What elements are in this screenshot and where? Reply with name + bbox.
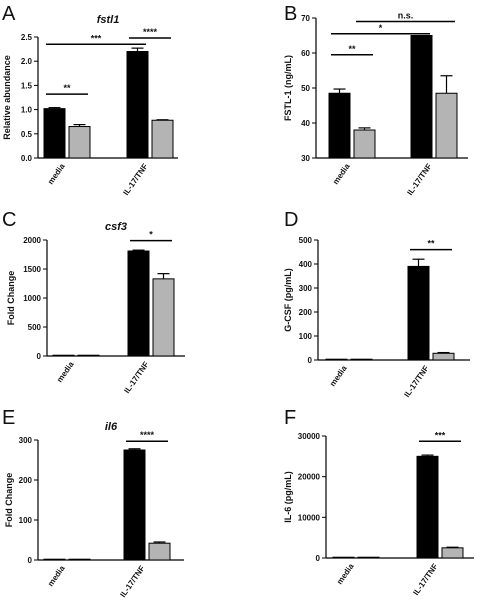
y-tick-label: 1000 xyxy=(23,294,41,303)
significance-label: n.s. xyxy=(398,11,414,21)
y-tick-label: 70 xyxy=(301,14,310,23)
y-tick-label: 0 xyxy=(28,556,33,565)
bar xyxy=(432,352,455,361)
y-tick-label: 400 xyxy=(299,260,313,269)
panel-letter: C xyxy=(2,209,16,231)
panel-letter: B xyxy=(284,3,297,25)
y-tick-label: 500 xyxy=(28,323,42,332)
x-tick-label: IL-17/TNF xyxy=(121,162,149,197)
bar xyxy=(148,542,171,561)
significance-label: * xyxy=(379,23,383,33)
y-tick-label: 1500 xyxy=(23,265,41,274)
x-tick-label: IL-17/TNF xyxy=(411,562,439,597)
y-tick-label: 100 xyxy=(299,332,313,341)
y-axis-label: Relative abundance xyxy=(2,55,12,140)
panel-d: D G-CSF (pg/mL) 0 100 200 300 400 500 media IL-17… xyxy=(283,209,470,399)
significance-label: *** xyxy=(435,430,446,440)
bar xyxy=(332,556,355,559)
y-tick-label: 0.0 xyxy=(21,154,33,163)
bar xyxy=(410,35,433,159)
bar xyxy=(416,455,439,559)
y-tick-label: 0 xyxy=(316,554,321,563)
bar xyxy=(68,558,91,561)
panel-letter: E xyxy=(2,407,15,429)
y-tick-label: 0 xyxy=(308,356,313,365)
significance-label: ** xyxy=(348,44,356,54)
y-tick-label: 100 xyxy=(19,516,33,525)
y-tick-label: 1.0 xyxy=(21,106,33,115)
panel-f: F IL-6 (pg/mL) 0 10000 20000 30000 media IL-17/… xyxy=(283,407,474,597)
y-tick-label: 300 xyxy=(19,436,33,445)
x-tick-label: IL-17/TNF xyxy=(402,364,430,399)
bar xyxy=(68,126,91,159)
significance-label: *** xyxy=(91,33,102,43)
y-tick-label: 20000 xyxy=(298,473,321,482)
bar xyxy=(353,129,376,159)
y-tick-label: 2.0 xyxy=(21,57,33,66)
y-tick-label: 60 xyxy=(301,49,310,58)
bar xyxy=(126,51,149,159)
panel-letter: F xyxy=(284,407,296,429)
x-tick-label: IL-17/TNF xyxy=(405,162,433,197)
bar xyxy=(441,547,464,559)
bar xyxy=(407,265,430,361)
y-tick-label: 0.5 xyxy=(21,130,33,139)
panel-letter: A xyxy=(2,3,16,25)
y-tick-label: 1.5 xyxy=(21,81,33,90)
bar xyxy=(127,250,150,357)
bar xyxy=(325,358,348,361)
bar xyxy=(151,119,174,159)
significance-label: * xyxy=(149,230,153,240)
y-tick-label: 2.5 xyxy=(21,33,33,42)
bar xyxy=(328,92,351,159)
y-axis-label: Fold Change xyxy=(4,473,14,528)
x-tick-label: media xyxy=(55,360,76,385)
y-axis-label: IL-6 (pg/mL) xyxy=(283,471,293,523)
y-tick-label: 40 xyxy=(301,119,310,128)
y-tick-label: 10000 xyxy=(298,513,321,522)
y-tick-label: 200 xyxy=(19,476,33,485)
x-tick-label: IL-17/TNF xyxy=(122,360,150,395)
y-tick-label: 30000 xyxy=(298,432,321,441)
panel-letter: D xyxy=(284,209,298,231)
bar xyxy=(43,108,66,159)
chart-title: fstl1 xyxy=(97,14,120,26)
bar xyxy=(52,354,75,357)
y-axis-label: G-CSF (pg/mL) xyxy=(283,268,293,332)
significance-label: **** xyxy=(140,430,155,440)
x-tick-label: IL-17/TNF xyxy=(118,564,146,599)
y-tick-label: 300 xyxy=(299,284,313,293)
significance-label: ** xyxy=(63,83,71,93)
x-tick-label: media xyxy=(46,564,67,589)
bar xyxy=(43,558,66,561)
y-tick-label: 50 xyxy=(301,84,310,93)
chart-title: csf3 xyxy=(105,221,127,233)
bar xyxy=(357,556,380,559)
x-tick-label: media xyxy=(335,562,356,587)
chart-title: il6 xyxy=(105,421,118,433)
bar xyxy=(152,278,175,357)
x-tick-label: media xyxy=(46,162,67,187)
significance-label: ** xyxy=(427,239,435,249)
bar xyxy=(350,358,373,361)
y-tick-label: 0 xyxy=(37,352,42,361)
x-tick-label: media xyxy=(331,162,352,187)
panel-b: B FSTL-1 (ng/mL) 30 40 50 60 70 media IL-17/TNF *… xyxy=(283,3,468,197)
y-tick-label: 2000 xyxy=(23,236,41,245)
bar xyxy=(77,354,100,357)
x-tick-label: media xyxy=(328,364,349,389)
bar xyxy=(123,449,146,561)
bar xyxy=(435,92,458,159)
y-axis-label: Fold Change xyxy=(6,271,16,326)
y-tick-label: 200 xyxy=(299,308,313,317)
y-tick-label: 500 xyxy=(299,236,313,245)
y-axis-label: FSTL-1 (ng/mL) xyxy=(283,55,293,121)
significance-label: **** xyxy=(143,27,158,37)
y-tick-label: 30 xyxy=(301,154,310,163)
